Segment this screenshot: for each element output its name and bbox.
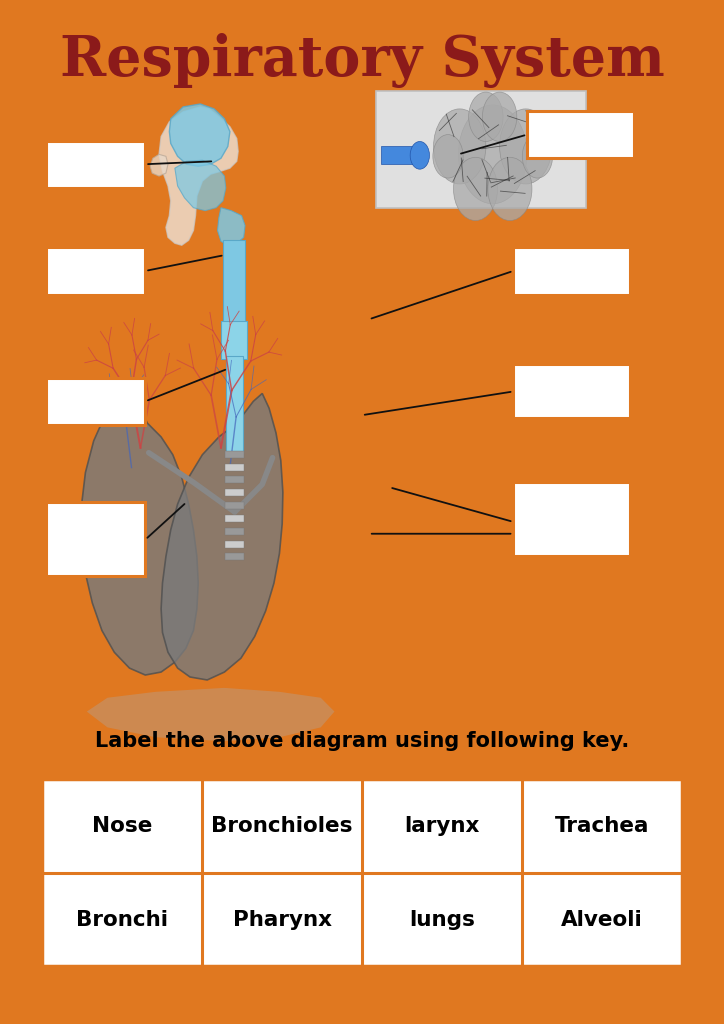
- Bar: [376, 91, 586, 208]
- Bar: [225, 489, 244, 497]
- Circle shape: [434, 109, 486, 184]
- Bar: [225, 527, 244, 535]
- Polygon shape: [150, 155, 168, 176]
- Bar: [46, 140, 146, 188]
- Polygon shape: [175, 161, 226, 211]
- Bar: [382, 146, 419, 164]
- Bar: [223, 241, 245, 325]
- Bar: [225, 464, 244, 470]
- Text: larynx: larynx: [404, 816, 480, 836]
- Text: Pharynx: Pharynx: [232, 909, 332, 930]
- Polygon shape: [159, 106, 238, 245]
- Bar: [527, 111, 634, 159]
- Polygon shape: [81, 393, 198, 675]
- Text: lungs: lungs: [409, 909, 475, 930]
- Circle shape: [458, 104, 527, 204]
- Bar: [46, 378, 146, 425]
- Circle shape: [453, 158, 497, 220]
- Polygon shape: [161, 393, 283, 680]
- Bar: [225, 476, 244, 483]
- Bar: [225, 554, 244, 560]
- Bar: [513, 482, 631, 556]
- Polygon shape: [169, 104, 230, 166]
- Text: Nose: Nose: [92, 816, 152, 836]
- Bar: [46, 502, 146, 577]
- Bar: [221, 322, 247, 358]
- Circle shape: [482, 92, 517, 141]
- Bar: [46, 247, 146, 295]
- Text: Bronchi: Bronchi: [76, 909, 168, 930]
- Bar: [225, 502, 244, 509]
- Bar: [226, 356, 243, 453]
- Bar: [225, 515, 244, 522]
- Text: Bronchioles: Bronchioles: [211, 816, 353, 836]
- Circle shape: [522, 134, 552, 178]
- Circle shape: [411, 141, 429, 169]
- Polygon shape: [217, 208, 245, 245]
- Bar: [513, 247, 631, 295]
- Text: Trachea: Trachea: [555, 816, 649, 836]
- Bar: [513, 364, 631, 418]
- Circle shape: [433, 134, 463, 178]
- Bar: [225, 541, 244, 548]
- Circle shape: [488, 158, 532, 220]
- Circle shape: [468, 92, 503, 141]
- Bar: [225, 451, 244, 458]
- Text: Alveoli: Alveoli: [561, 909, 643, 930]
- Text: Respiratory System: Respiratory System: [59, 33, 665, 88]
- Polygon shape: [87, 688, 334, 741]
- Bar: [42, 779, 682, 967]
- Text: Label the above diagram using following key.: Label the above diagram using following …: [95, 731, 629, 752]
- Circle shape: [500, 109, 552, 184]
